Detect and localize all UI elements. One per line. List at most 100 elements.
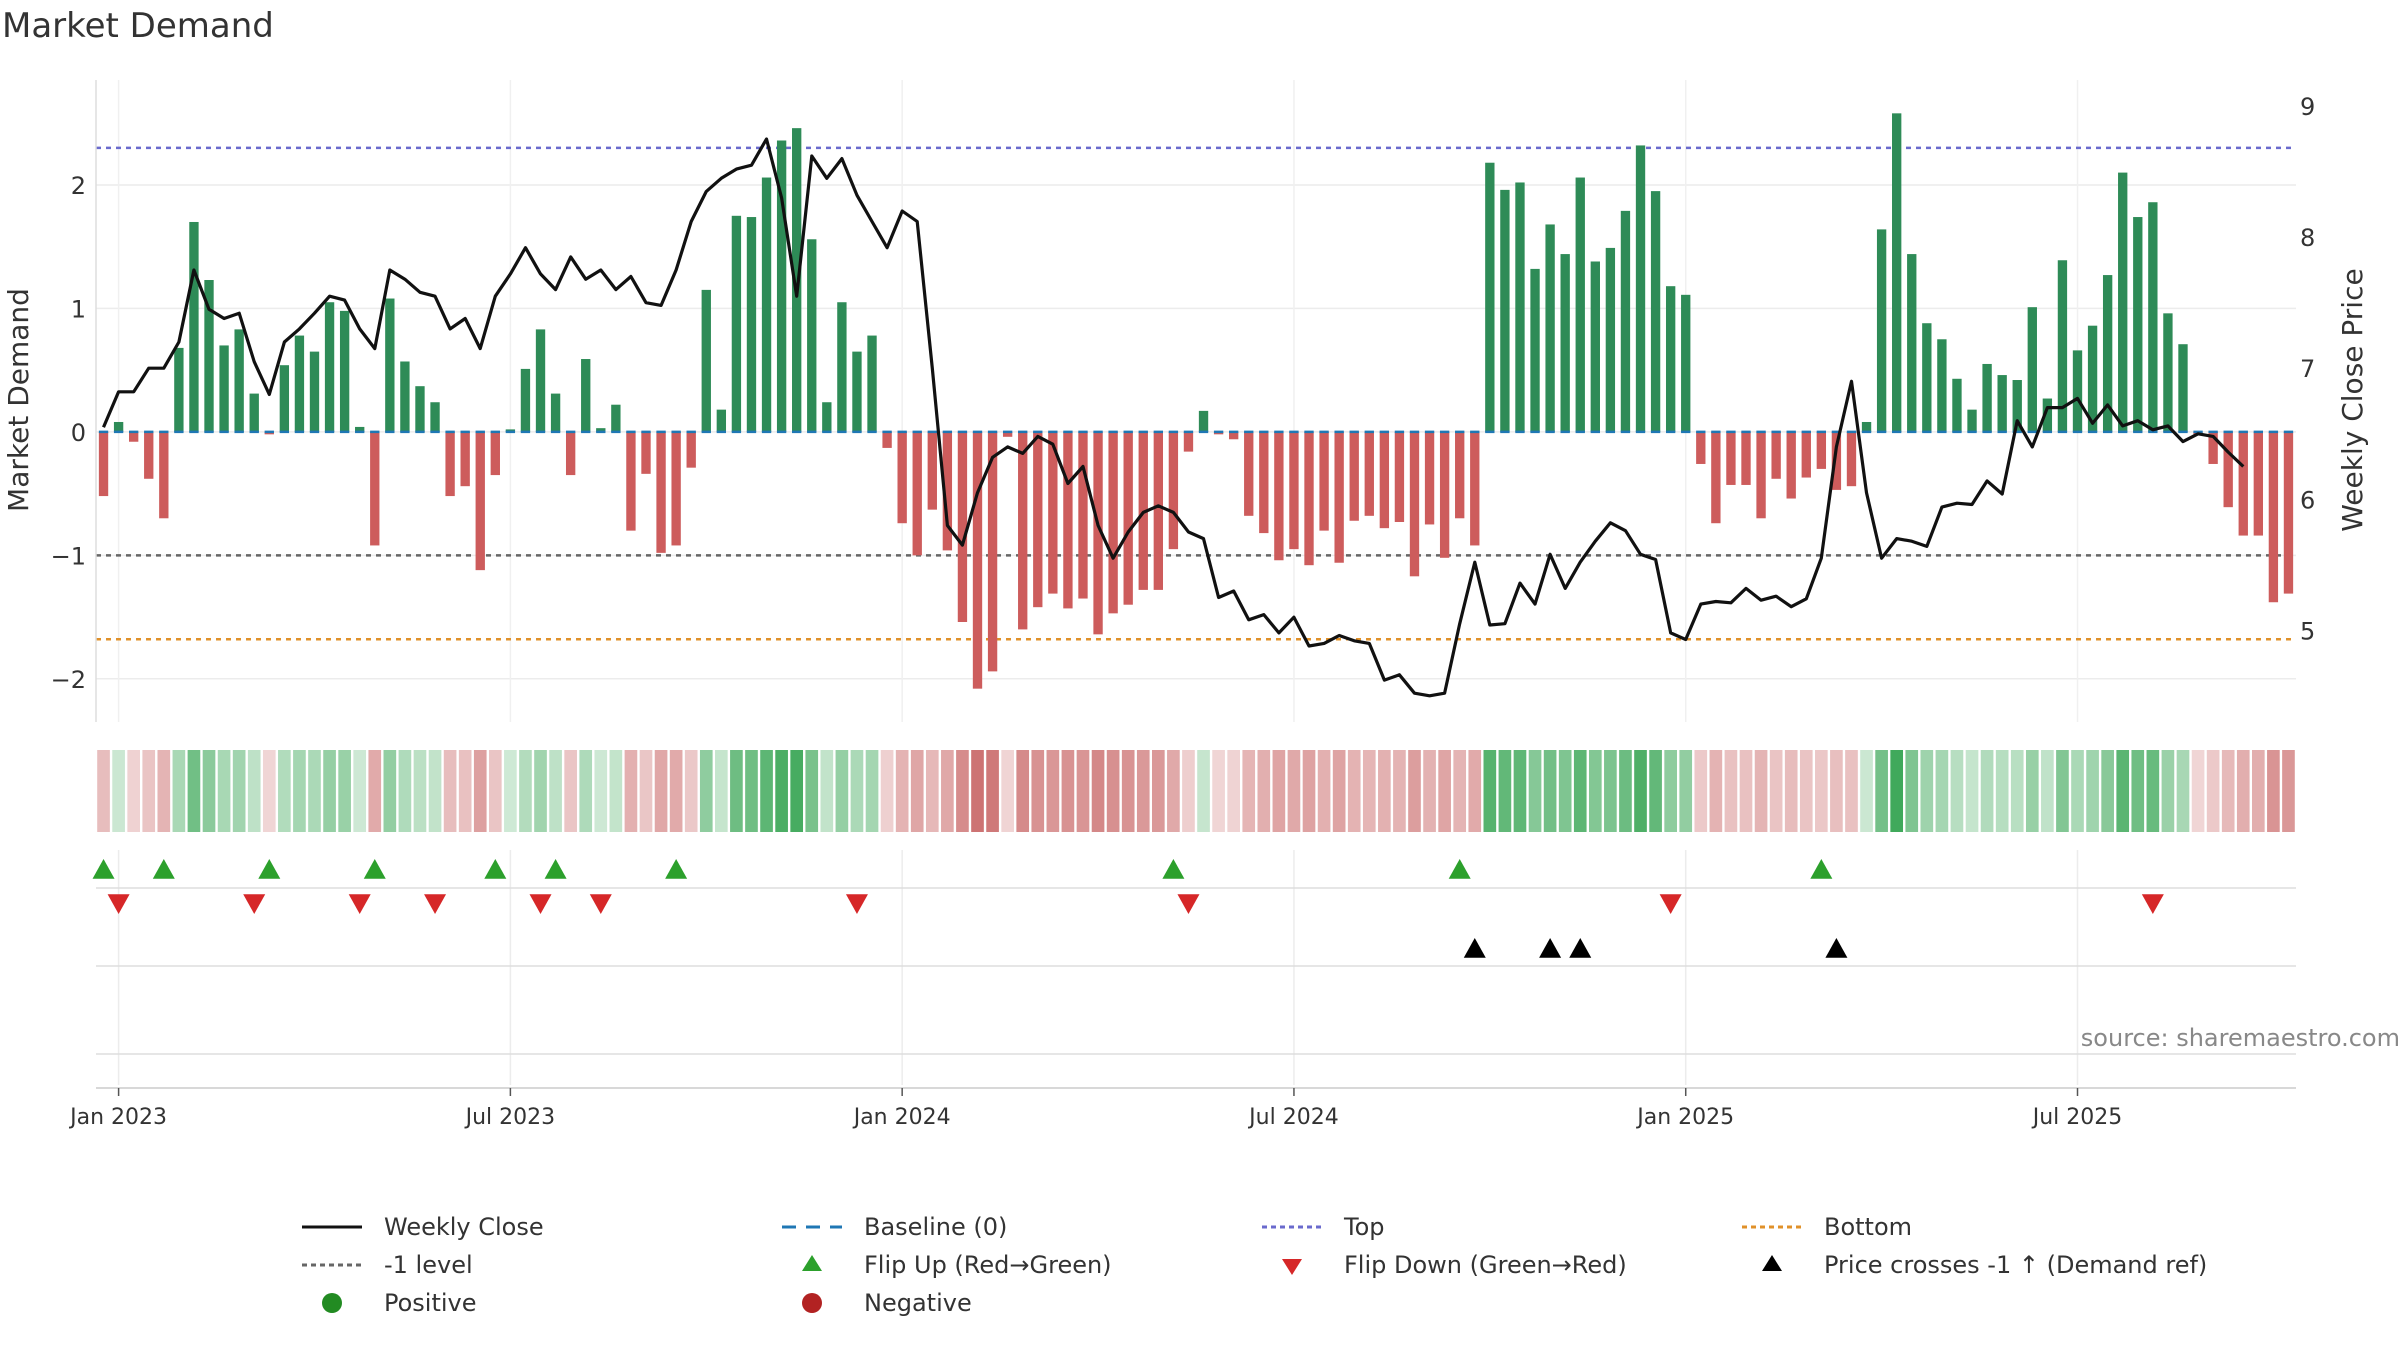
heat-cell xyxy=(1167,750,1180,832)
demand-bar xyxy=(1681,294,1691,432)
demand-bar xyxy=(1786,431,1796,499)
demand-bar xyxy=(1892,113,1902,432)
heat-cell xyxy=(1980,750,1994,832)
demand-bar xyxy=(174,347,184,432)
flip-down-marker xyxy=(2141,894,2164,914)
demand-bar xyxy=(520,368,531,432)
heat-cell xyxy=(1799,750,1813,832)
legend-label: Flip Down (Green→Red) xyxy=(1344,1251,1627,1279)
heat-cell xyxy=(1709,750,1723,832)
demand-bar xyxy=(430,402,440,432)
demand-bar xyxy=(2253,431,2263,536)
demand-bar xyxy=(219,345,229,432)
heat-cell xyxy=(2146,750,2160,832)
heat-cell xyxy=(323,750,336,832)
demand-bar xyxy=(2178,344,2188,432)
demand-bar xyxy=(2057,260,2068,432)
demand-bar xyxy=(1967,409,1977,432)
demand-bar xyxy=(1470,431,1480,546)
heat-cell xyxy=(745,750,758,832)
heat-cell xyxy=(1378,750,1391,832)
demand-bar xyxy=(1063,431,1073,609)
heat-cell xyxy=(910,750,924,832)
demand-bar xyxy=(1846,431,1857,487)
heat-cell xyxy=(1588,750,1602,832)
heat-cell xyxy=(142,750,156,832)
x-tick-label: Jul 2025 xyxy=(2031,1105,2123,1130)
demand-bar xyxy=(1424,431,1435,525)
demand-bar xyxy=(339,310,350,432)
demand-bar xyxy=(204,280,214,432)
heat-cell xyxy=(1724,750,1738,832)
legend-label: Positive xyxy=(384,1289,477,1317)
heat-cell xyxy=(1498,750,1512,832)
weekly-close-line xyxy=(102,137,2245,698)
legend-symbol-flip_down xyxy=(1282,1259,1302,1275)
heat-cell xyxy=(2116,750,2130,832)
heat-cell xyxy=(2101,750,2114,832)
heat-cell xyxy=(1483,750,1497,832)
heat-cell xyxy=(232,750,246,832)
heat-cell xyxy=(1935,750,1949,832)
demand-bar xyxy=(852,351,862,432)
x-tick-label: Jan 2024 xyxy=(852,1105,951,1130)
demand-bar xyxy=(1922,323,1932,432)
axes: −2 −1 0 1 2 5 6 7 8 9 Market Demand Weekly Close Pr… xyxy=(2,80,2369,722)
heat-cell xyxy=(278,750,291,832)
heat-cell xyxy=(1830,750,1843,832)
demand-bar xyxy=(1816,431,1827,469)
demand-bar xyxy=(309,351,320,432)
legend-symbol-minus1 xyxy=(302,1263,362,1267)
heat-cell xyxy=(925,750,939,832)
demand-bar xyxy=(355,426,365,432)
legend-symbol-flip_up xyxy=(802,1255,822,1271)
legend-label: Price crosses -1 ↑ (Demand ref) xyxy=(1824,1251,2208,1279)
heat-cell xyxy=(986,750,999,832)
demand-bar xyxy=(1876,229,1887,432)
demand-bar xyxy=(1907,254,1917,432)
demand-bar xyxy=(2072,350,2083,432)
heat-cell xyxy=(458,750,472,832)
demand-bar xyxy=(475,431,485,571)
demand-bar xyxy=(1048,431,1058,594)
heat-cell xyxy=(2267,750,2280,832)
heat-cell xyxy=(654,750,668,832)
heat-cell xyxy=(1604,750,1617,832)
demand-bar xyxy=(2283,431,2294,594)
demand-bar xyxy=(234,329,244,432)
demand-bar xyxy=(1123,431,1133,605)
demand-bar xyxy=(716,409,727,432)
heat-cell xyxy=(1694,750,1708,832)
heat-cell xyxy=(1152,750,1165,832)
heat-cell xyxy=(1106,750,1120,832)
source-credit: source: sharemaestro.com xyxy=(2080,1024,2400,1052)
demand-bar xyxy=(565,431,576,476)
demand-bar xyxy=(746,217,757,432)
heat-cell xyxy=(820,750,834,832)
heat-cell xyxy=(1754,750,1768,832)
flip-up-marker xyxy=(665,859,688,879)
heat-cell xyxy=(594,750,608,832)
heat-cell xyxy=(1543,750,1557,832)
heat-cell xyxy=(1558,750,1572,832)
heat-cell xyxy=(488,750,502,832)
demand-bar xyxy=(1590,261,1600,432)
heat-cell xyxy=(413,750,427,832)
demand-bar xyxy=(2118,172,2128,432)
demand-bar xyxy=(641,431,651,474)
demand-bar xyxy=(1997,375,2007,432)
demand-bar xyxy=(1364,431,1374,516)
demand-bar xyxy=(144,431,154,479)
demand-bar xyxy=(807,239,817,432)
demand-bar xyxy=(2238,431,2248,536)
heat-cell xyxy=(2025,750,2039,832)
demand-bar xyxy=(1033,431,1043,608)
legend-label: Weekly Close xyxy=(384,1213,544,1241)
heat-cell xyxy=(1739,750,1753,832)
x-tick-label: Jul 2024 xyxy=(1247,1105,1339,1130)
heat-cell xyxy=(1784,750,1798,832)
y2-axis-label: Weekly Close Price xyxy=(2336,268,2369,531)
demand-bar xyxy=(1289,431,1299,550)
heat-cell xyxy=(2176,750,2190,832)
heat-cell xyxy=(1528,750,1542,832)
